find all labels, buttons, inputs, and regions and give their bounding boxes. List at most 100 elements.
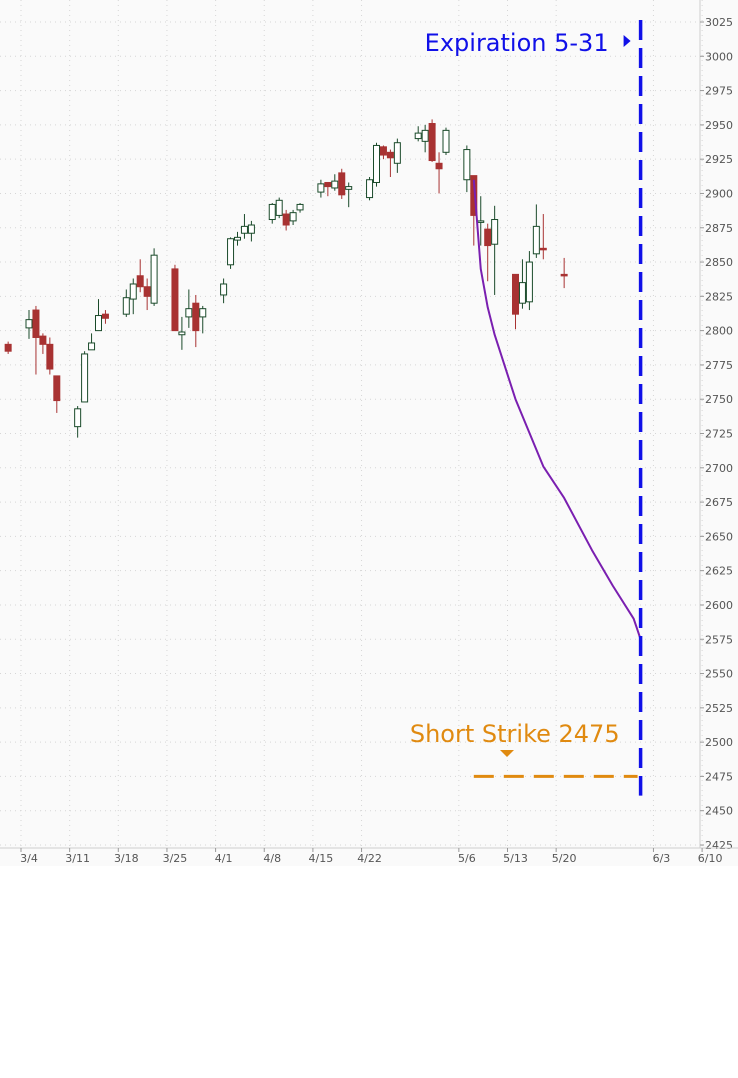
candle-body: [185, 308, 193, 318]
x-tick-label: 6/10: [698, 852, 723, 865]
x-tick-label: 3/11: [65, 852, 90, 865]
candle: [379, 145, 387, 160]
expiration-arrow-icon: [623, 35, 631, 47]
candle-body: [379, 146, 387, 156]
candle: [317, 179, 325, 198]
candle-body: [414, 132, 422, 140]
candle: [338, 168, 346, 199]
candle-body: [25, 319, 33, 329]
x-tick-label: 5/20: [552, 852, 577, 865]
candle: [518, 259, 526, 309]
y-tick-label: 2800: [705, 325, 733, 338]
y-tick-label: 2600: [705, 599, 733, 612]
candle: [275, 197, 283, 219]
x-tick-label: 3/25: [163, 852, 188, 865]
candle: [234, 231, 241, 246]
candle: [88, 333, 96, 351]
candle: [463, 145, 471, 193]
candle-body: [95, 315, 102, 332]
candle-body: [53, 375, 61, 402]
candle-body: [296, 203, 304, 211]
candle-body: [4, 343, 12, 352]
y-tick-label: 2775: [705, 359, 733, 372]
candle: [143, 278, 151, 311]
candle-body: [81, 353, 89, 403]
candle-body: [345, 186, 353, 190]
candle: [525, 251, 533, 311]
candle: [150, 248, 158, 306]
candle-body: [199, 308, 207, 318]
y-tick-label: 2725: [705, 428, 733, 441]
candle-body: [247, 224, 255, 234]
candle: [192, 294, 200, 348]
y-tick-label: 2525: [705, 702, 733, 715]
candle: [81, 351, 89, 403]
candle: [39, 333, 47, 354]
candle-body: [442, 129, 450, 153]
candle-body: [88, 342, 96, 351]
candle: [178, 316, 186, 350]
y-tick-label: 2750: [705, 393, 733, 406]
candle: [101, 310, 109, 324]
y-tick-label: 2825: [705, 290, 733, 303]
candle: [25, 310, 33, 339]
candle-body: [324, 181, 332, 188]
candle: [324, 181, 332, 197]
expiration-label: Expiration 5-31: [425, 29, 609, 57]
candle: [331, 174, 339, 191]
projection-layer: [472, 179, 642, 640]
short-strike-arrow-icon: [500, 750, 514, 757]
candle-body: [532, 225, 540, 255]
y-tick-label: 2550: [705, 668, 733, 681]
candle-body: [289, 212, 297, 222]
short-strike-label: Short Strike 2475: [410, 720, 620, 748]
candle-body: [470, 175, 478, 216]
y-tick-label: 2950: [705, 119, 733, 132]
candle-body: [220, 283, 228, 296]
x-tick-label: 5/13: [503, 852, 528, 865]
candle: [421, 124, 429, 153]
y-tick-label: 2700: [705, 462, 733, 475]
x-axis: 3/4 3/11 3/18 3/25 4/1 4/8 4/15 4/22 5/6 5/13 5/20…: [0, 847, 738, 865]
candle-body: [560, 273, 568, 277]
candle: [296, 203, 304, 213]
candle-body: [143, 286, 151, 297]
candle-body: [192, 302, 200, 332]
candle: [74, 406, 82, 438]
candle: [129, 278, 137, 315]
candle: [240, 214, 248, 239]
candle: [46, 337, 54, 375]
overlays: Expiration 5-31 Short Strike 2475: [410, 20, 643, 796]
candle-body: [234, 236, 241, 241]
candle-body: [39, 335, 47, 345]
candle: [484, 223, 492, 282]
candle-body: [435, 162, 443, 170]
candle: [199, 305, 207, 334]
candle-body: [393, 142, 401, 164]
candle: [95, 299, 102, 332]
candle-body: [525, 261, 533, 303]
candle: [247, 220, 255, 242]
candle: [560, 257, 568, 289]
y-axis: 3025 3000 2975 2950 2925 2900 2875 2850 2825 2800…: [699, 0, 733, 852]
y-tick-label: 2875: [705, 222, 733, 235]
candle: [32, 305, 40, 375]
candle-body: [74, 408, 82, 428]
candle-body: [227, 238, 235, 266]
candle: [393, 138, 401, 173]
candle: [428, 119, 436, 162]
x-tick-label: 6/3: [653, 852, 671, 865]
y-tick-label: 2675: [705, 496, 733, 509]
candle-body: [518, 282, 526, 304]
x-tick-label: 4/22: [357, 852, 382, 865]
stock-chart: 3025 3000 2975 2950 2925 2900 2875 2850 2825 2800…: [0, 0, 738, 866]
candles: [4, 119, 568, 438]
candle: [220, 278, 228, 304]
candle: [373, 142, 380, 187]
candle-body: [477, 220, 485, 223]
candle-body: [373, 144, 380, 183]
y-tick-label: 2500: [705, 736, 733, 749]
y-tick-label: 2475: [705, 770, 733, 783]
candle: [171, 264, 179, 332]
chart-svg: 3025 3000 2975 2950 2925 2900 2875 2850 2825 2800…: [0, 0, 738, 866]
